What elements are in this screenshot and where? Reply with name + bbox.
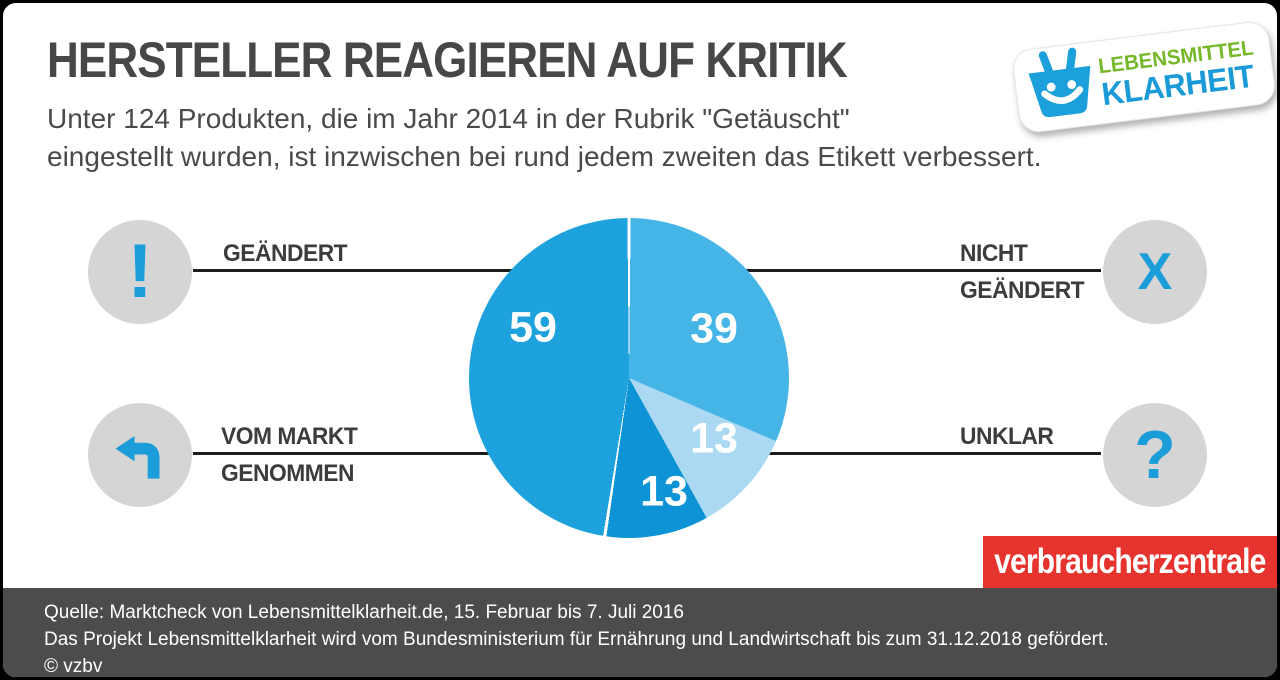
callout-line-nicht-geaendert	[715, 269, 1101, 272]
icon-circle-nicht-geaendert: X	[1103, 220, 1207, 324]
basket-smiley-icon	[1028, 47, 1091, 118]
callout-label-vom-markt-1: VOM MARKT	[221, 423, 358, 450]
pie-value-geaendert: 59	[509, 303, 557, 352]
callout-label-geaendert: GEÄNDERT	[223, 240, 348, 267]
subtitle-line-2: eingestellt wurden, ist inzwischen bei r…	[47, 141, 1042, 172]
callout-line-unklar	[753, 452, 1101, 455]
icon-circle-geaendert: !	[88, 220, 192, 324]
pie-value-unklar: 13	[690, 414, 738, 463]
footer-source: Quelle: Marktcheck von Lebensmittelklarh…	[44, 602, 684, 623]
verbraucherzentrale-logo: verbraucherzentrale	[983, 536, 1277, 588]
callout-label-nicht-geaendert-2: GEÄNDERT	[960, 277, 1085, 304]
callout-label-nicht: NICHT	[960, 240, 1028, 267]
x-icon: X	[1137, 243, 1173, 301]
callout-line-vom-markt	[193, 452, 651, 455]
footer-funding: Das Projekt Lebensmittelklarheit wird vo…	[44, 629, 1109, 650]
icon-circle-vom-markt	[88, 403, 192, 507]
return-arrow-icon	[115, 435, 160, 479]
callout-label-unklar: UNKLAR	[960, 423, 1054, 450]
callout-label-vom-markt-2: GENOMMEN	[221, 460, 354, 487]
callout-label-nicht-geaendert: NICHT GEÄNDERT	[960, 237, 1085, 308]
pie-chart	[469, 218, 789, 538]
question-mark-icon: ?	[1134, 417, 1176, 493]
exclamation-icon: !	[127, 229, 153, 314]
subtitle-line-1: Unter 124 Produkten, die im Jahr 2014 in…	[47, 103, 850, 134]
callout-label-vom-markt: VOM MARKT GENOMMEN	[221, 420, 358, 491]
pie-value-vom-markt: 13	[640, 467, 688, 516]
subtitle: Unter 124 Produkten, die im Jahr 2014 in…	[47, 100, 1042, 176]
page-title: HERSTELLER REAGIEREN AUF KRITIK	[47, 32, 848, 88]
verbraucherzentrale-label: verbraucherzentrale	[994, 542, 1266, 581]
lebensmittelklarheit-logo: LEBENSMITTEL KLARHEIT	[1010, 19, 1277, 135]
footer: Quelle: Marktcheck von Lebensmittelklarh…	[3, 588, 1277, 677]
footer-copyright: © vzbv	[44, 656, 103, 677]
icon-circle-unklar: ?	[1103, 403, 1207, 507]
callout-line-geaendert	[193, 269, 536, 272]
pie-value-nicht-geaendert: 39	[690, 304, 738, 353]
